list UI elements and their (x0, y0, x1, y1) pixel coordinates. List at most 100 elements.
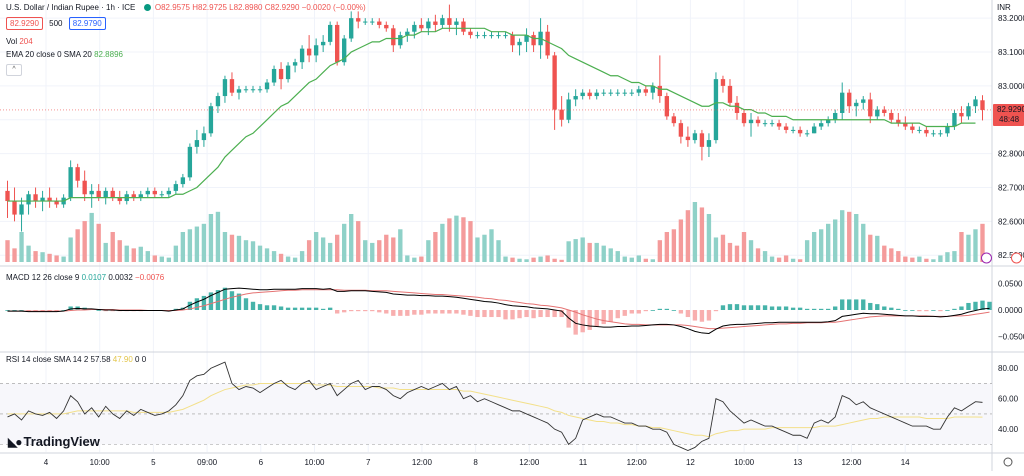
volume-bar (938, 255, 943, 262)
candle-body (776, 123, 782, 127)
tradingview-logo[interactable]: ◣● TradingView (8, 434, 100, 449)
volume-bar (615, 251, 620, 262)
volume-bar (889, 248, 894, 262)
candle-body (433, 21, 438, 25)
volume-bar (124, 245, 129, 262)
volume-bar (945, 252, 950, 262)
time-axis-label: 7 (366, 458, 371, 467)
candle-body (145, 190, 150, 195)
macd-histogram-bar (910, 310, 915, 311)
candle-body (363, 21, 368, 23)
candle-body (545, 31, 550, 56)
macd-histogram-bar (313, 307, 319, 310)
macd-histogram-bar (68, 306, 73, 310)
time-axis-label: 11 (579, 458, 588, 467)
macd-histogram-bar (349, 310, 354, 312)
macd-histogram-bar (952, 308, 957, 310)
candle-body (622, 92, 627, 94)
volume-bar (566, 241, 571, 262)
rsi-axis-label: 60.00 (998, 395, 1019, 404)
candle-body (524, 35, 529, 42)
macd-histogram-bar (917, 310, 922, 312)
candle-body (229, 79, 235, 93)
candle-body (847, 92, 852, 107)
volume-bar (952, 251, 957, 262)
candle-body (313, 45, 319, 56)
event-flag-icon (1010, 252, 1022, 264)
time-axis-label: 8 (473, 458, 478, 467)
symbol-title[interactable]: U.S. Dollar / Indian Rupee · 1h · ICE (6, 3, 136, 12)
volume-bar (54, 255, 59, 262)
candle-body (426, 21, 431, 29)
macd-histogram-bar (5, 310, 10, 311)
volume-bar (229, 234, 235, 262)
rsi-sma-line (7, 382, 983, 438)
macd-histogram-bar (741, 305, 747, 310)
macd-histogram-bar (889, 307, 894, 310)
candle-body (285, 65, 291, 80)
volume-bar (720, 234, 726, 262)
volume-bar (552, 258, 557, 262)
volume-bar (384, 234, 389, 262)
candle-body (790, 129, 796, 131)
volume-legend[interactable]: Vol 204 (6, 36, 33, 47)
macd-histogram-bar (875, 304, 880, 310)
macd-label: MACD 12 26 close 9 (6, 273, 80, 282)
candle-body (327, 24, 333, 42)
bid-button[interactable]: 82.9290 (6, 17, 43, 30)
volume-bar (264, 248, 270, 262)
macd-histogram-bar (236, 293, 242, 310)
macd-histogram-bar (405, 310, 410, 316)
rsi-legend[interactable]: RSI 14 close SMA 14 2 57.58 47.90 0 0 (6, 354, 146, 365)
candle-body (587, 92, 592, 97)
macd-histogram-bar (987, 301, 992, 310)
volume-bar (398, 229, 403, 262)
volume-bar (769, 256, 775, 262)
candle-body (713, 79, 719, 141)
ema-legend[interactable]: EMA 20 close 0 SMA 20 82.8896 (6, 49, 123, 60)
candle-body (594, 92, 599, 97)
candle-body (173, 184, 179, 191)
candle-body (945, 126, 950, 134)
macd-histogram-bar (412, 310, 417, 315)
volume-bar (19, 232, 24, 262)
candle-body (706, 140, 712, 147)
volume-bar (664, 232, 670, 262)
macd-histogram-bar (566, 310, 571, 328)
macd-histogram-bar (811, 308, 817, 310)
volume-bar (804, 240, 810, 262)
collapse-legend-button[interactable]: ^ (6, 64, 22, 76)
volume-bar (531, 257, 536, 262)
volume-bar (299, 251, 305, 262)
candle-body (89, 190, 94, 195)
rsi-axis-label: 40.00 (998, 425, 1019, 434)
macd-histogram-bar (580, 310, 585, 333)
volume-bar (685, 210, 691, 262)
macd-legend[interactable]: MACD 12 26 close 9 0.0107 0.0032 −0.0076 (6, 272, 164, 283)
candle-body (370, 21, 375, 23)
macd-histogram-bar (440, 310, 445, 314)
candle-body (419, 24, 424, 29)
volume-bar (103, 242, 108, 262)
volume-bar (706, 214, 712, 262)
vol-value: 204 (19, 37, 33, 46)
macd-histogram-bar (868, 302, 873, 310)
candle-body (398, 35, 403, 46)
ask-button[interactable]: 82.9790 (68, 17, 106, 30)
macd-histogram-bar (713, 310, 719, 312)
macd-histogram-bar (685, 310, 691, 318)
candle-body (12, 201, 17, 215)
volume-bar (271, 251, 277, 262)
candle-body (643, 89, 648, 93)
currency-label[interactable]: INR (997, 3, 1011, 12)
volume-bar (833, 219, 838, 262)
price-axis-label: 82.8000 (998, 150, 1024, 159)
macd-histogram-bar (945, 310, 950, 311)
volume-bar (152, 255, 157, 262)
candle-body (482, 35, 487, 37)
volume-bar (82, 221, 87, 262)
candle-body (910, 126, 915, 130)
